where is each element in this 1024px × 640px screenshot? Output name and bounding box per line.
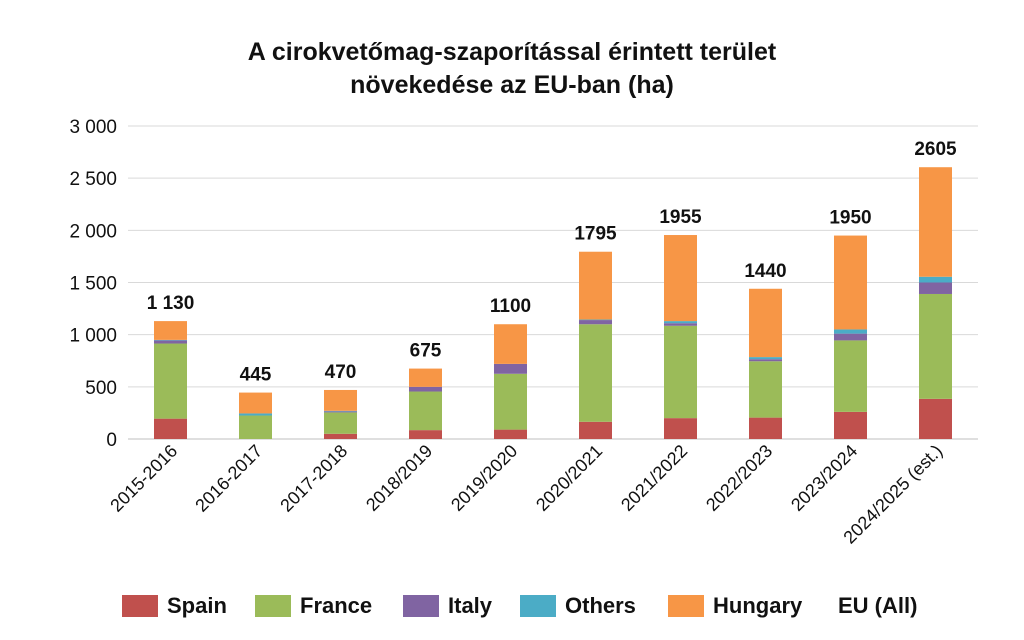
- bar-segment-france: [154, 343, 187, 419]
- legend-swatch-france: [255, 595, 291, 617]
- bar-segment-hungary: [239, 392, 272, 414]
- legend-label-france: France: [300, 593, 373, 618]
- stacked-bar-chart: 0 500 1 000 1 500 2 000 2 500 3 000 1 130 2015-2…: [69, 117, 978, 548]
- bar-segment-spain: [154, 418, 187, 439]
- y-tick-label: 0: [106, 430, 117, 451]
- total-label: 1795: [574, 224, 617, 245]
- bar-segment-france: [239, 415, 272, 439]
- bar-segment-italy: [324, 411, 357, 413]
- bar-segment-hungary: [494, 324, 527, 364]
- bar-segment-spain: [579, 421, 612, 439]
- bar-segment-hungary: [664, 235, 697, 322]
- bar-segment-hungary: [154, 321, 187, 340]
- bar-segment-france: [664, 325, 697, 419]
- bar-segment-italy: [834, 333, 867, 341]
- bar-segment-others: [664, 321, 697, 324]
- x-tick-label: 2018/2019: [362, 441, 436, 515]
- legend-item-hungary: Hungary: [668, 590, 802, 622]
- bar-segment-spain: [494, 429, 527, 439]
- legend-label-eu-all: EU (All): [838, 593, 918, 618]
- bar-segment-spain: [834, 411, 867, 439]
- bar-segment-france: [409, 391, 442, 431]
- legend-label-italy: Italy: [448, 593, 493, 618]
- bar-segment-hungary: [749, 288, 782, 358]
- bar-segment-hungary: [409, 368, 442, 387]
- x-tick-label: 2021/2022: [617, 441, 691, 515]
- legend-item-spain: Spain: [122, 590, 227, 622]
- total-label: 1950: [829, 208, 871, 229]
- bar-segment-others: [919, 276, 952, 283]
- bar-segment-others: [324, 410, 357, 412]
- legend-label-hungary: Hungary: [713, 593, 803, 618]
- total-label: 1440: [744, 261, 786, 282]
- bar-segment-italy: [154, 340, 187, 344]
- bar-segment-france: [834, 340, 867, 412]
- legend-label-others: Others: [565, 593, 636, 618]
- total-label: 2605: [914, 139, 957, 160]
- bar-segment-italy: [409, 386, 442, 392]
- bar-segment-italy: [579, 320, 612, 325]
- bar-segment-italy: [494, 363, 527, 374]
- x-tick-label: 2017-2018: [276, 441, 351, 516]
- chart-title-line-1: A cirokvetőmag-szaporítással érintett te…: [247, 38, 777, 66]
- bar-segment-others: [579, 319, 612, 321]
- bar-segment-italy: [749, 359, 782, 362]
- chart-title-line-2: növekedése az EU-ban (ha): [350, 71, 674, 99]
- legend-swatch-others: [520, 595, 556, 617]
- bar-segment-spain: [919, 398, 952, 439]
- bar-segment-spain: [324, 433, 357, 439]
- bar-segment-others: [239, 413, 272, 416]
- bar-segment-hungary: [919, 167, 952, 277]
- chart-legend: Spain France Italy Others Hungary EU (All): [0, 590, 1024, 622]
- legend-swatch-italy: [403, 595, 439, 617]
- legend-item-italy: Italy: [403, 590, 492, 622]
- bar-segment-france: [494, 373, 527, 430]
- bar-segment-hungary: [834, 235, 867, 330]
- bar-segment-italy: [919, 282, 952, 294]
- y-tick-label: 500: [85, 378, 117, 399]
- total-label: 1 130: [147, 293, 195, 314]
- y-tick-label: 2 000: [69, 221, 117, 242]
- bar-segment-spain: [749, 417, 782, 439]
- total-label: 445: [240, 365, 272, 386]
- bar-segment-others: [154, 339, 187, 341]
- bar-segment-france: [749, 361, 782, 418]
- bar-segment-others: [834, 329, 867, 334]
- x-tick-label: 2015-2016: [106, 441, 181, 516]
- bar-segment-hungary: [324, 389, 357, 411]
- x-tick-label: 2016-2017: [191, 441, 266, 516]
- total-label: 675: [410, 341, 442, 362]
- x-tick-label: 2023/2024: [787, 441, 861, 515]
- legend-item-eu-all: EU (All): [838, 590, 917, 622]
- total-label: 1100: [490, 296, 531, 317]
- bar-segment-france: [919, 293, 952, 399]
- x-tick-label: 2022/2023: [702, 441, 776, 515]
- legend-swatch-spain: [122, 595, 158, 617]
- bar-segment-france: [324, 412, 357, 434]
- y-tick-label: 2 500: [69, 169, 117, 190]
- y-tick-label: 3 000: [69, 117, 117, 138]
- total-label: 1955: [659, 207, 702, 228]
- y-tick-label: 1 000: [69, 326, 117, 347]
- y-tick-label: 1 500: [69, 274, 117, 295]
- bar-segment-spain: [409, 430, 442, 439]
- x-tick-label: 2019/2020: [447, 441, 521, 515]
- legend-label-spain: Spain: [167, 593, 227, 618]
- legend-item-others: Others: [520, 590, 636, 622]
- x-tick-label: 2020/2021: [532, 441, 606, 515]
- bar-segment-spain: [664, 418, 697, 439]
- chart-title: A cirokvetőmag-szaporítással érintett te…: [0, 36, 1024, 102]
- bar-segment-others: [749, 357, 782, 360]
- total-label: 470: [325, 362, 357, 383]
- legend-swatch-hungary: [668, 595, 704, 617]
- legend-item-france: France: [255, 590, 372, 622]
- bar-segment-france: [579, 324, 612, 422]
- bar-segment-italy: [664, 323, 697, 326]
- bar-segment-hungary: [579, 251, 612, 320]
